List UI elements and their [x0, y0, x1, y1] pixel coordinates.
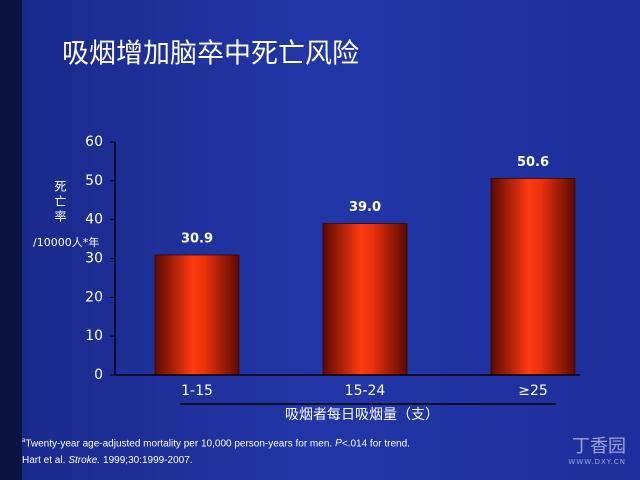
x-tick-label: 1-15 — [181, 383, 213, 399]
footnote-marker: a — [22, 438, 26, 444]
p-symbol: P — [335, 438, 342, 450]
value-label: 50.6 — [517, 155, 549, 170]
value-label: 30.9 — [181, 232, 213, 247]
y-tick-label: 20 — [85, 289, 103, 305]
ref-authors: Hart et al. — [22, 455, 66, 466]
x-tick-label: 15-24 — [345, 383, 386, 399]
bar — [322, 223, 408, 376]
y-tick-label: 30 — [85, 251, 103, 267]
watermark: 丁香园 WWW.DXY.CN — [568, 432, 626, 466]
y-tick-label: 50 — [85, 173, 103, 189]
footnote-text: Twenty-year age-adjusted mortality per 1… — [25, 438, 333, 450]
y-tick-label: 0 — [94, 367, 103, 383]
ref-journal: Stroke. — [68, 455, 101, 466]
y-axis-label: 死亡率 — [53, 180, 67, 225]
p-text: <.014 for trend. — [341, 438, 410, 450]
chart-title: 吸烟增加脑卒中死亡风险 — [62, 39, 359, 70]
y-axis-unit: /10000人*年 — [33, 235, 99, 249]
x-axis-label: 吸烟者每日吸烟量（支） — [285, 407, 439, 423]
y-tick-label: 60 — [85, 134, 103, 150]
watermark-url: WWW.DXY.CN — [568, 458, 626, 466]
value-label: 39.0 — [349, 200, 381, 215]
footnote-line-1: aTwenty-year age-adjusted mortality per … — [22, 438, 410, 449]
bar — [154, 254, 240, 376]
bar — [490, 178, 576, 376]
footnote-line-2: Hart et al. Stroke. 1999;30:1999-2007. — [22, 455, 193, 466]
ref-detail: 1999;30:1999-2007. — [103, 455, 193, 466]
y-tick-label: 10 — [85, 328, 103, 344]
x-tick-label: ≥25 — [518, 383, 548, 399]
watermark-name: 丁香园 — [572, 436, 626, 457]
y-tick-label: 40 — [85, 212, 103, 228]
